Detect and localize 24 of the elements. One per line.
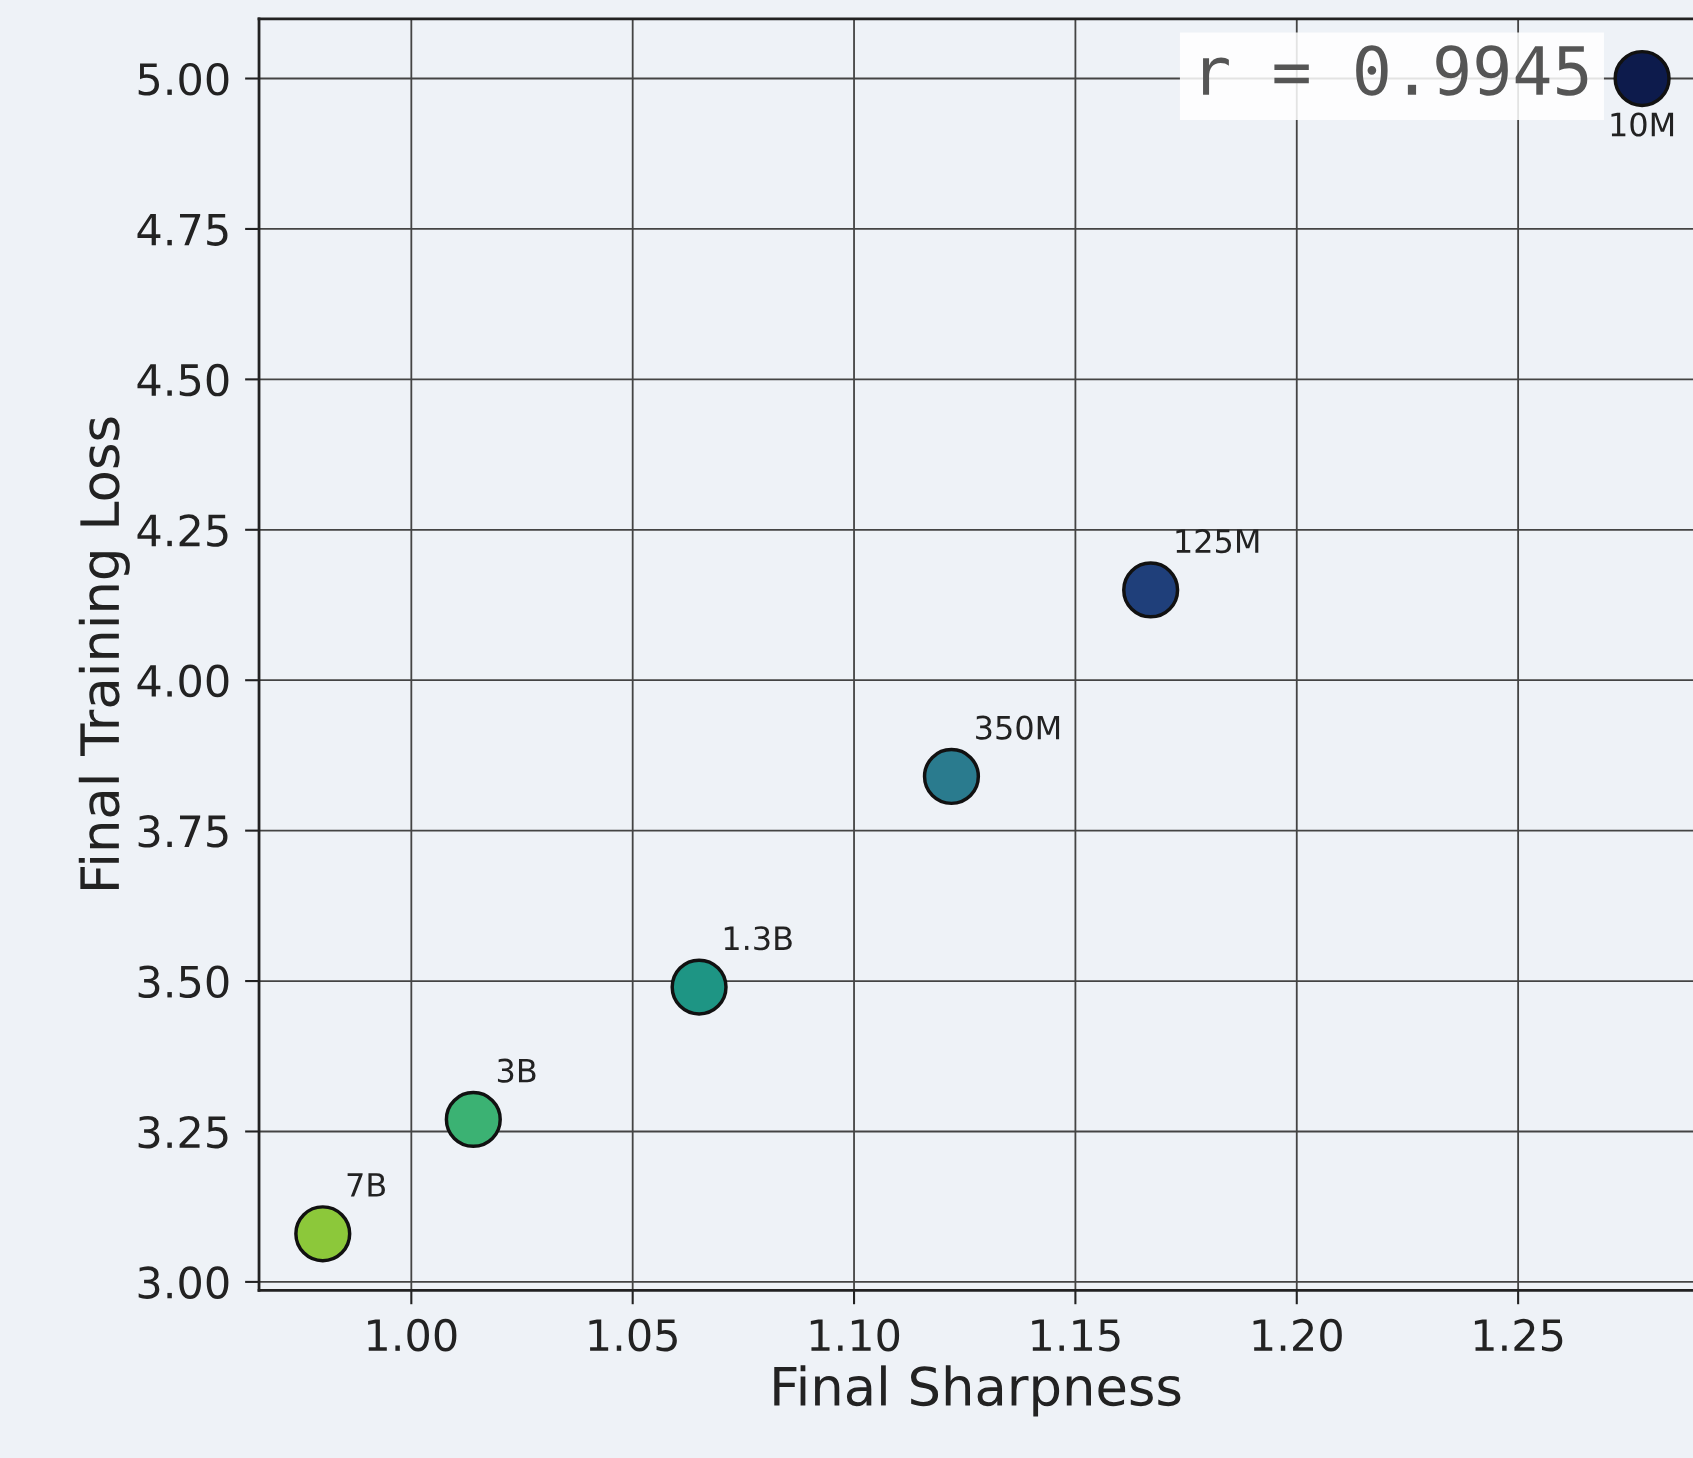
annotation: 7B <box>347 1173 385 1197</box>
annotation: 350M <box>976 715 1060 740</box>
y-tick-label: 4.25 <box>137 514 228 547</box>
x-tick-label: 1.25 <box>1474 1318 1563 1352</box>
x-tick-label: 1.15 <box>1032 1319 1120 1352</box>
x-tick-label: 1.00 <box>368 1318 457 1352</box>
y-axis-title: Final Training Loss <box>78 417 130 890</box>
y-tick-label: 4.75 <box>137 213 228 246</box>
y-tick-label: 3.00 <box>138 1266 229 1299</box>
annotation: 10M <box>1611 112 1674 137</box>
y-tick-label: 5.00 <box>138 62 229 96</box>
x-axis-title: Final Sharpness <box>774 1365 1181 1417</box>
x-tick-label: 1.05 <box>589 1318 677 1352</box>
y-tick-label: 3.50 <box>138 965 229 999</box>
y-tick-label: 3.25 <box>138 1115 228 1149</box>
y-tick-label: 3.75 <box>138 815 228 848</box>
x-tick-label: 1.10 <box>810 1318 900 1352</box>
annotation: r = 0.9945 <box>1203 45 1588 96</box>
annotation: 125M <box>1176 529 1259 554</box>
y-tick-label: 4.00 <box>137 664 229 698</box>
annotation: 3B <box>497 1058 536 1083</box>
y-tick-label: 4.50 <box>137 363 229 397</box>
x-tick-label: 1.20 <box>1253 1318 1342 1352</box>
annotation: 1.3B <box>724 926 792 951</box>
